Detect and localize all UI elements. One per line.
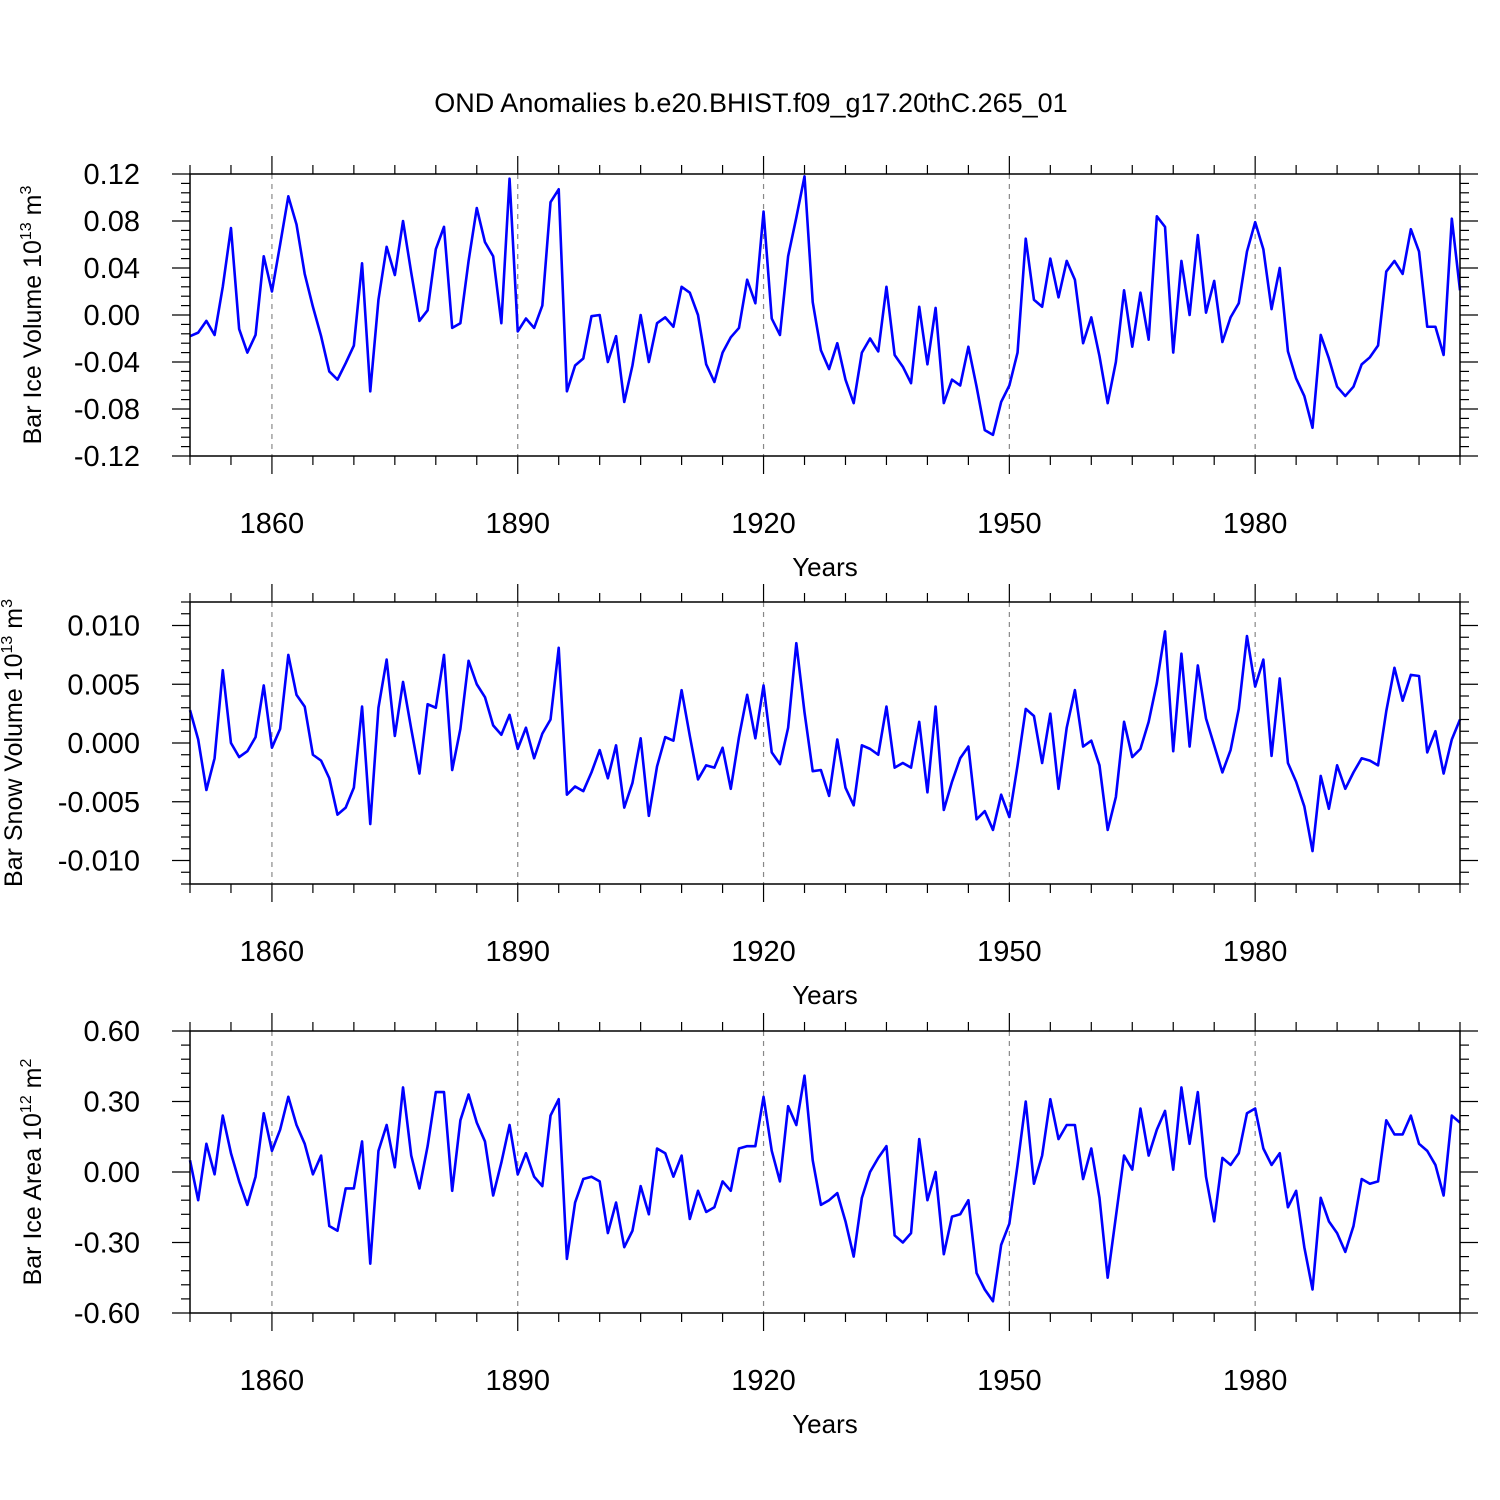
plot-frame [189, 1030, 1461, 1314]
y-tick-label: -0.12 [74, 441, 140, 473]
x-tick-label: 1890 [485, 1365, 550, 1397]
chart-panel-2: -0.010 -0.005 0.000 0.005 0.010 1860 1890 1920 1… [0, 584, 1478, 1010]
x-tick-label: 1920 [731, 508, 796, 540]
x-tick-label: 1950 [977, 508, 1042, 540]
y-tick-label: -0.08 [74, 394, 140, 426]
y-tick-label: 0.005 [67, 669, 140, 701]
y-axis-label: Bar Ice Area 1012 m2 [18, 1059, 47, 1286]
series-line [188, 1074, 1461, 1303]
y-tick-label: -0.04 [74, 347, 140, 379]
chart-panel-1: -0.12 -0.08 -0.04 0.00 0.04 0.08 0.12 1860 1890 1… [18, 156, 1478, 582]
y-tick-label: -0.60 [74, 1298, 140, 1330]
y-tick-label: 0.60 [84, 1016, 140, 1048]
y-axis-label: Bar Ice Volume 1013 m3 [18, 186, 47, 445]
x-axis-label: Years [792, 980, 858, 1010]
x-axis-label: Years [792, 1409, 858, 1439]
plot-frame [189, 601, 1461, 885]
chart-panel-3: -0.60 -0.30 0.00 0.30 0.60 1860 1890 1920 1950 19… [18, 1013, 1478, 1439]
y-tick-label: -0.30 [74, 1228, 140, 1260]
y-tick-label: 0.30 [84, 1087, 140, 1119]
y-tick-label: -0.005 [58, 787, 140, 819]
x-tick-label: 1980 [1223, 936, 1288, 968]
y-tick-label: 0.12 [84, 159, 140, 191]
x-tick-label: 1890 [485, 936, 550, 968]
y-tick-label: 0.08 [84, 206, 140, 238]
series-line [189, 175, 1462, 437]
y-tick-label: 0.04 [84, 253, 140, 285]
series-line [188, 630, 1462, 853]
x-tick-label: 1860 [240, 936, 305, 968]
x-tick-label: 1860 [240, 508, 305, 540]
y-tick-label: 0.00 [84, 1157, 140, 1189]
y-tick-label: 0.000 [67, 728, 140, 760]
y-tick-label: 0.00 [84, 300, 140, 332]
x-tick-label: 1920 [731, 1365, 796, 1397]
x-tick-label: 1950 [977, 1365, 1042, 1397]
y-tick-label: -0.010 [58, 846, 140, 878]
x-tick-label: 1920 [731, 936, 796, 968]
x-tick-label: 1860 [240, 1365, 305, 1397]
figure-title: OND Anomalies b.e20.BHIST.f09_g17.20thC.… [434, 88, 1067, 118]
x-tick-label: 1890 [485, 508, 550, 540]
x-tick-label: 1980 [1223, 508, 1288, 540]
x-tick-label: 1950 [977, 936, 1042, 968]
x-axis-label: Years [792, 552, 858, 582]
panels: -0.12 -0.08 -0.04 0.00 0.04 0.08 0.12 1860 1890 1… [0, 156, 1478, 1439]
y-axis-label: Bar Snow Volume 1013 m3 [0, 599, 28, 887]
y-tick-label: 0.010 [67, 611, 140, 643]
plot-frame [189, 173, 1461, 457]
x-tick-label: 1980 [1223, 1365, 1288, 1397]
